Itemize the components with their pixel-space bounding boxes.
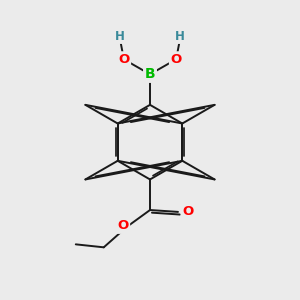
Text: O: O bbox=[170, 53, 182, 66]
Text: B: B bbox=[145, 67, 155, 81]
Text: O: O bbox=[118, 53, 130, 66]
Text: O: O bbox=[182, 206, 194, 218]
Text: H: H bbox=[175, 29, 185, 43]
Text: O: O bbox=[117, 219, 129, 232]
Text: H: H bbox=[115, 29, 125, 43]
